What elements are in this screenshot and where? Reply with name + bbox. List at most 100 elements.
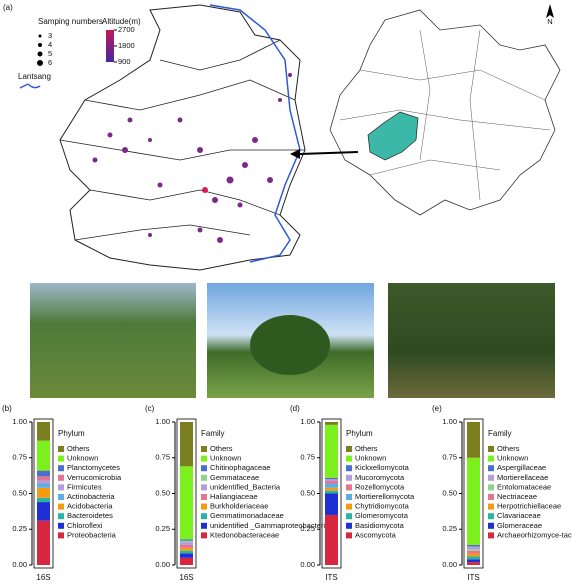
y-tick-label: 0.50 bbox=[12, 488, 27, 497]
y-tick-label: 0.50 bbox=[155, 488, 170, 497]
province-outline bbox=[329, 9, 561, 216]
legend-label: Acidobacteria bbox=[67, 502, 113, 511]
bar-segment bbox=[180, 466, 193, 540]
plot-frame bbox=[176, 418, 197, 569]
legend-label: Ascomycota bbox=[355, 530, 397, 539]
legend-label: Chytridiomycota bbox=[355, 502, 410, 511]
bar-segment bbox=[37, 480, 50, 484]
legend-label: Bacteroidetes bbox=[67, 511, 113, 520]
altitude-title: Altitude(m) bbox=[102, 17, 141, 26]
size-key bbox=[38, 43, 42, 47]
y-tick-label: 0.75 bbox=[155, 453, 170, 462]
bar-segment bbox=[180, 550, 193, 554]
legend-label: Aspergillaceae bbox=[497, 463, 546, 472]
altitude-colorbar bbox=[106, 30, 114, 62]
bar-segment bbox=[325, 487, 338, 491]
size-legend-title: Samping numbers bbox=[38, 17, 103, 26]
bar-segment bbox=[325, 479, 338, 481]
legend-label: Others bbox=[210, 444, 233, 453]
bar-segment bbox=[467, 550, 480, 554]
legend-swatch bbox=[58, 446, 64, 452]
legend-label: Herpotrichiellaceae bbox=[497, 502, 561, 511]
bar-segment bbox=[325, 477, 338, 480]
size-key-label: 3 bbox=[48, 31, 52, 40]
bar-segment bbox=[37, 476, 50, 481]
panel-label: (c) bbox=[145, 404, 155, 413]
y-tick-label: 0.50 bbox=[442, 488, 457, 497]
legend-swatch bbox=[58, 465, 64, 472]
size-key bbox=[38, 34, 42, 38]
bar-segment bbox=[467, 549, 480, 551]
y-tick-label: 0.25 bbox=[12, 524, 27, 533]
bar-segment bbox=[467, 562, 480, 565]
legend-swatch bbox=[201, 484, 207, 491]
panel-label: (b) bbox=[2, 404, 12, 413]
bar-segment bbox=[37, 483, 50, 488]
north-arrow bbox=[546, 4, 554, 18]
x-tick-label: 16S bbox=[179, 573, 193, 582]
legend-swatch bbox=[201, 455, 207, 462]
legend-swatch bbox=[58, 494, 64, 500]
legend-label: Mortierellomycota bbox=[355, 492, 415, 501]
legend-label: Gemmatimonadaceae bbox=[210, 511, 284, 520]
legend-label: Glomeraceae bbox=[497, 521, 542, 530]
legend-label: Ktedonobacteraceae bbox=[210, 530, 279, 539]
legend-title: Phylum bbox=[58, 429, 85, 438]
y-tick-label: 0.75 bbox=[12, 453, 27, 462]
bar-segment bbox=[180, 422, 193, 467]
legend-swatch bbox=[58, 503, 64, 510]
legend-swatch bbox=[201, 494, 207, 500]
bar-segment bbox=[325, 480, 338, 484]
legend-swatch bbox=[488, 532, 494, 539]
bar-segment bbox=[325, 514, 338, 565]
legend-label: Rozellomycota bbox=[355, 482, 405, 491]
legend-swatch bbox=[488, 474, 494, 481]
bar-segment bbox=[467, 546, 480, 550]
x-tick-label: 16S bbox=[36, 573, 50, 582]
county-border bbox=[339, 29, 551, 201]
legend-label: Unknown bbox=[210, 454, 241, 463]
bar-segment bbox=[180, 547, 193, 551]
study-region bbox=[59, 4, 306, 271]
legend-label: Kickxellomycota bbox=[355, 463, 410, 472]
legend-label: Unknown bbox=[497, 454, 528, 463]
bar-segment bbox=[37, 502, 50, 521]
bar-segment bbox=[180, 553, 193, 558]
bar-segment bbox=[180, 557, 193, 565]
legend-label: Mortierellaceae bbox=[497, 473, 548, 482]
legend-label: Archaeorhizomyce-taceae bbox=[497, 530, 572, 539]
legend-swatch bbox=[346, 503, 352, 510]
y-tick-label: 0.00 bbox=[442, 560, 457, 569]
legend-label: Gemmataceae bbox=[210, 473, 259, 482]
sample-sites bbox=[92, 73, 292, 243]
legend-label: unidentified_Bacteria bbox=[210, 482, 281, 491]
legend-title: Family bbox=[488, 429, 512, 438]
river-label: Lantsang bbox=[18, 72, 51, 81]
bar-segment bbox=[467, 559, 480, 563]
plot-frame bbox=[463, 418, 484, 569]
bar-segment bbox=[325, 422, 338, 425]
legend-swatch bbox=[346, 474, 352, 481]
legend-swatch bbox=[201, 513, 207, 520]
legend-swatch bbox=[346, 532, 352, 539]
study-area-highlight bbox=[367, 111, 419, 161]
bar-segment bbox=[325, 424, 338, 478]
legend-label: Proteobacteria bbox=[67, 530, 117, 539]
arrow-head bbox=[290, 149, 300, 159]
colorbar-label: 900 bbox=[118, 57, 131, 66]
bar-segment bbox=[180, 544, 193, 548]
panel-label: (e) bbox=[432, 404, 442, 413]
legend-swatch bbox=[201, 522, 207, 529]
legend-title: Family bbox=[201, 429, 225, 438]
legend-title: Phylum bbox=[346, 429, 373, 438]
legend-label: Basidiomycota bbox=[355, 521, 405, 530]
legend-label: Nectriaceae bbox=[497, 492, 537, 501]
legend-swatch bbox=[201, 503, 207, 510]
legend-swatch bbox=[58, 532, 64, 539]
bar-segment bbox=[180, 539, 193, 541]
legend-label: Burkholderiaceae bbox=[210, 502, 268, 511]
bar-segment bbox=[180, 540, 193, 543]
y-tick-label: 1.00 bbox=[12, 417, 27, 426]
legend-swatch bbox=[346, 513, 352, 520]
size-key-label: 6 bbox=[48, 58, 52, 67]
